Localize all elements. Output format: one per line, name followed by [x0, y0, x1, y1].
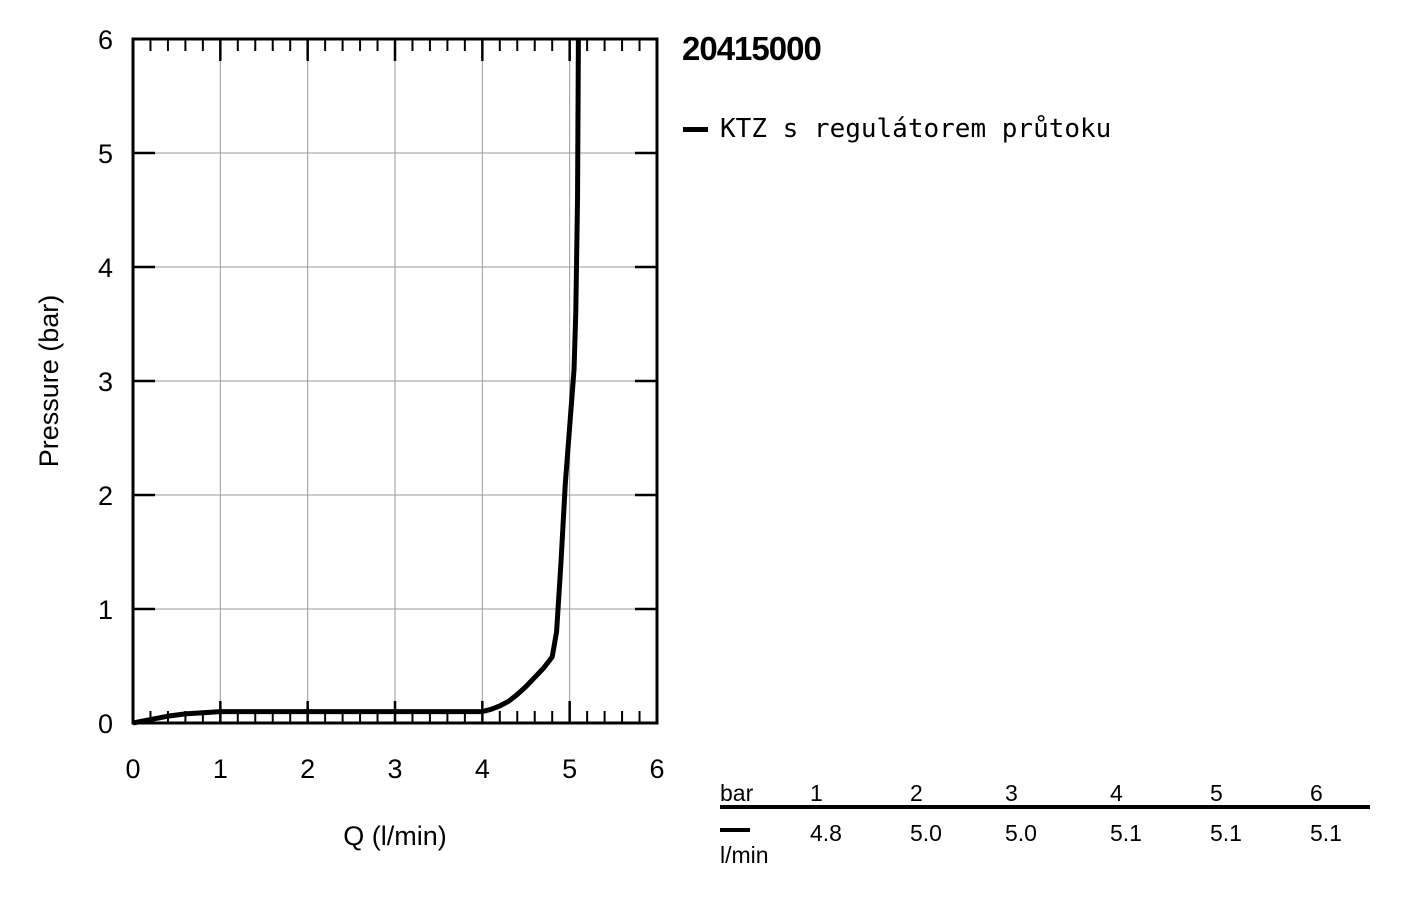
legend-label: KTZ s regulátorem průtoku [720, 114, 1112, 144]
product-code: 20415000 [682, 30, 822, 67]
flow-value: 5.0 [910, 820, 942, 846]
x-tick-label: 5 [562, 754, 577, 784]
flow-value: 5.1 [1210, 820, 1242, 846]
pressure-unit-label: bar [720, 780, 754, 806]
flow-value: 5.1 [1110, 820, 1142, 846]
table-divider [720, 805, 1370, 809]
flow-pressure-chart: 0 1 2 3 4 5 6 0 1 2 3 4 5 6 Q (l/min) Pressure (bar) [34, 25, 665, 851]
pressure-value: 5 [1210, 780, 1223, 806]
y-tick-labels: 0 1 2 3 4 5 6 [98, 25, 113, 739]
y-axis-title: Pressure (bar) [34, 295, 64, 468]
x-tick-label: 0 [125, 754, 140, 784]
y-tick-label: 6 [98, 25, 113, 55]
y-tick-label: 5 [98, 139, 113, 169]
flow-value: 5.0 [1005, 820, 1037, 846]
series-line [132, 38, 581, 726]
pressure-value: 1 [810, 780, 823, 806]
flow-table-header: bar 1 2 3 4 5 6 [720, 780, 1370, 808]
flow-row-swatch [720, 828, 750, 832]
flow-value: 4.8 [810, 820, 842, 846]
y-tick-label: 0 [98, 709, 113, 739]
legend-swatch [683, 126, 708, 132]
legend: KTZ s regulátorem průtoku [683, 114, 1111, 144]
y-tick-label: 1 [98, 595, 113, 625]
flow-table-values: 4.8 5.0 5.0 5.1 5.1 5.1 [720, 820, 1370, 848]
x-tick-label: 2 [300, 754, 315, 784]
x-axis-title: Q (l/min) [343, 821, 447, 851]
plot-frame [131, 37, 659, 725]
y-tick-label: 2 [98, 481, 113, 511]
grid-lines [133, 39, 657, 723]
x-tick-label: 4 [475, 754, 490, 784]
x-tick-labels: 0 1 2 3 4 5 6 [125, 754, 664, 784]
y-tick-label: 3 [98, 367, 113, 397]
x-tick-label: 3 [387, 754, 402, 784]
pressure-value: 3 [1005, 780, 1018, 806]
x-tick-label: 1 [213, 754, 228, 784]
y-tick-label: 4 [98, 253, 113, 283]
pressure-value: 6 [1310, 780, 1323, 806]
x-tick-label: 6 [649, 754, 664, 784]
pressure-value: 4 [1110, 780, 1123, 806]
pressure-value: 2 [910, 780, 923, 806]
flow-value: 5.1 [1310, 820, 1342, 846]
flow-table: bar 1 2 3 4 5 6 4.8 5.0 5.0 5.1 5.1 5.1 … [720, 780, 1370, 868]
flow-unit-label: l/min [720, 842, 769, 868]
